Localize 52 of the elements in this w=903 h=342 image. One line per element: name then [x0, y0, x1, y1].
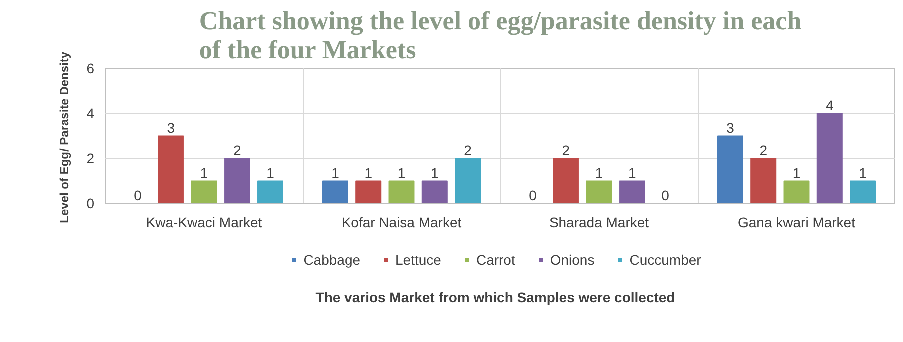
bar: [388, 180, 415, 204]
bar: [586, 180, 612, 204]
legend-label: Cuccumber: [630, 252, 702, 268]
data-label: 4: [826, 98, 834, 114]
data-label: 2: [760, 142, 768, 158]
bar: [750, 158, 777, 204]
legend-label: Lettuce: [396, 252, 442, 268]
bar: [224, 158, 250, 204]
data-label: 2: [464, 142, 472, 158]
bar: [816, 113, 843, 204]
data-label: 1: [595, 165, 604, 181]
y-tick-label: 2: [86, 150, 95, 166]
y-axis-title: Level of Egg/ Parasite Density: [58, 52, 72, 224]
data-label: 1: [859, 165, 868, 181]
x-tick-label: Sharada Market: [549, 214, 650, 230]
legend-label: Carrot: [476, 252, 516, 268]
bar: [784, 180, 810, 204]
bar: [322, 180, 348, 204]
bar: [356, 180, 382, 204]
y-tick-label: 4: [86, 106, 95, 122]
bar: [553, 158, 580, 204]
data-label: 2: [233, 142, 242, 158]
data-label: 1: [398, 165, 406, 181]
x-tick-label: Gana kwari Market: [738, 214, 856, 230]
x-tick-label: Kwa-Kwaci Market: [146, 214, 262, 230]
bar: [258, 180, 284, 204]
bar: [619, 180, 646, 204]
data-label: 1: [430, 165, 439, 181]
data-label: 1: [266, 165, 275, 181]
data-label: 0: [662, 188, 670, 204]
data-label: 2: [562, 142, 570, 158]
data-label: 1: [200, 165, 208, 181]
chart-title: Chart showing the level of egg/parasite density in each of the four Markets: [199, 6, 802, 64]
bar: [422, 180, 448, 204]
legend-label: Onions: [550, 252, 595, 268]
data-label: 3: [726, 120, 735, 136]
x-tick-label: Kofar Naisa Market: [342, 214, 462, 230]
data-label: 3: [167, 120, 176, 136]
data-label: 0: [529, 188, 538, 204]
data-label: 1: [332, 165, 340, 181]
data-label: 1: [628, 165, 636, 181]
y-tick-label: 0: [86, 196, 95, 212]
bar: [718, 136, 744, 204]
legend-label: Cabbage: [304, 252, 361, 268]
bar: [850, 180, 876, 204]
data-label: 1: [364, 165, 373, 181]
bar: [455, 158, 481, 204]
bar: [191, 180, 218, 204]
data-label: 0: [134, 188, 142, 204]
bar: [158, 136, 184, 204]
y-tick-label: 6: [86, 60, 95, 76]
data-label: 1: [792, 165, 801, 181]
